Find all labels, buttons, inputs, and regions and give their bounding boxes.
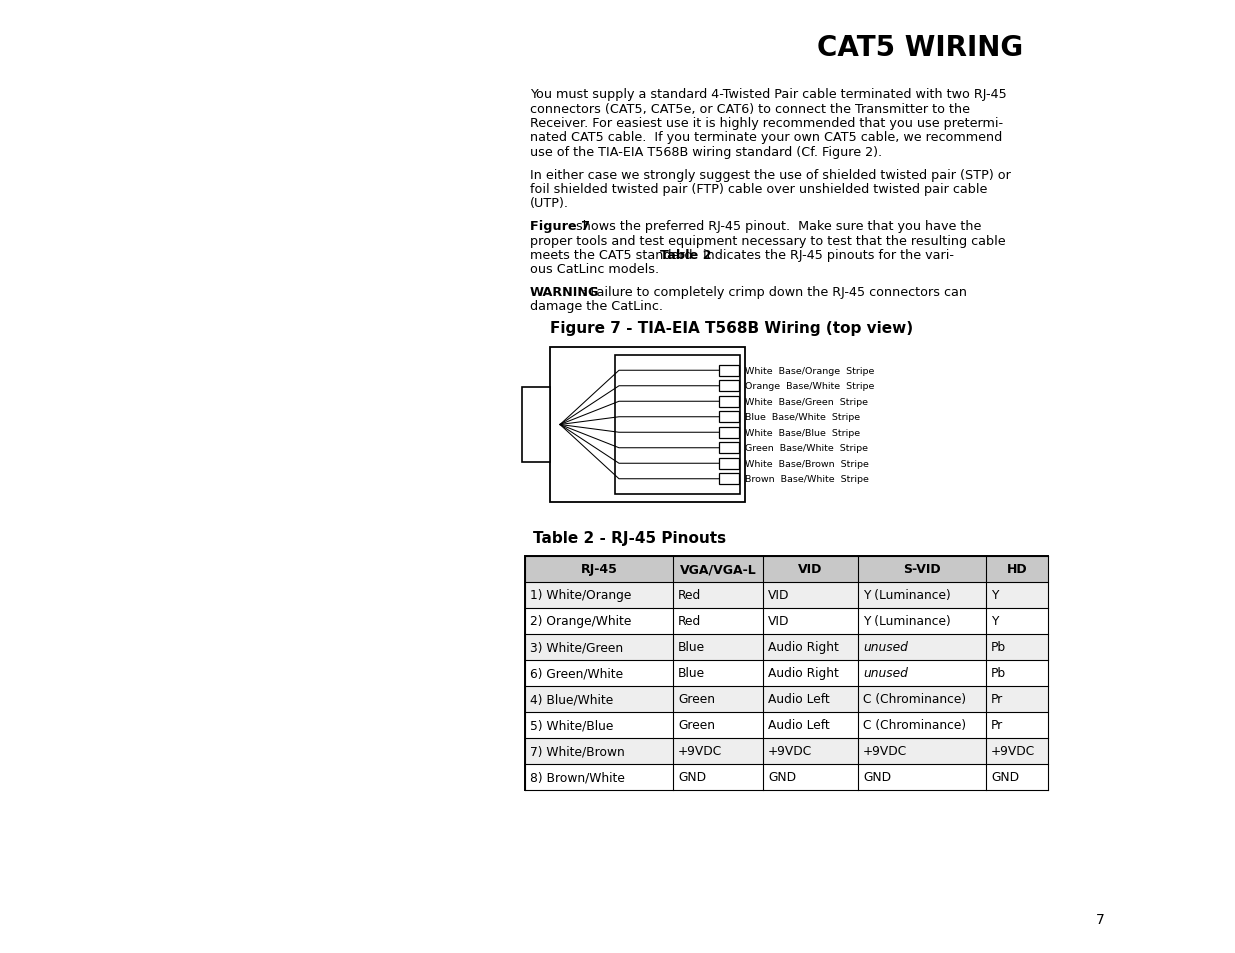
Text: 8) Brown/White: 8) Brown/White	[530, 771, 625, 783]
Text: indicates the RJ-45 pinouts for the vari-: indicates the RJ-45 pinouts for the vari…	[703, 249, 953, 262]
Text: connectors (CAT5, CAT5e, or CAT6) to connect the Transmitter to the: connectors (CAT5, CAT5e, or CAT6) to con…	[530, 102, 969, 115]
Text: Y (Luminance): Y (Luminance)	[863, 589, 951, 602]
Text: Audio Right: Audio Right	[768, 667, 839, 679]
Text: Y: Y	[990, 615, 998, 628]
Text: shows the preferred RJ-45 pinout.  Make sure that you have the: shows the preferred RJ-45 pinout. Make s…	[576, 220, 982, 233]
Text: Pb: Pb	[990, 640, 1007, 654]
Text: Blue: Blue	[678, 640, 705, 654]
Text: foil shielded twisted pair (FTP) cable over unshielded twisted pair cable: foil shielded twisted pair (FTP) cable o…	[530, 183, 987, 195]
Text: ous CatLinc models.: ous CatLinc models.	[530, 263, 659, 276]
Text: C (Chrominance): C (Chrominance)	[863, 693, 966, 706]
Text: GND: GND	[863, 771, 892, 783]
Text: Y: Y	[990, 589, 998, 602]
Text: +9VDC: +9VDC	[863, 744, 908, 758]
Bar	[719, 443, 739, 454]
Bar	[525, 764, 1049, 790]
Text: use of the TIA-EIA T568B wiring standard (Cf. Figure 2).: use of the TIA-EIA T568B wiring standard…	[530, 146, 882, 159]
Bar	[719, 412, 739, 423]
Text: You must supply a standard 4-Twisted Pair cable terminated with two RJ-45: You must supply a standard 4-Twisted Pai…	[530, 88, 1007, 101]
Text: GND: GND	[678, 771, 706, 783]
Text: C (Chrominance): C (Chrominance)	[863, 719, 966, 732]
Text: GND: GND	[768, 771, 797, 783]
Text: Receiver. For easiest use it is highly recommended that you use pretermi-: Receiver. For easiest use it is highly r…	[530, 117, 1003, 130]
Text: Green: Green	[678, 693, 715, 706]
Text: Y (Luminance): Y (Luminance)	[863, 615, 951, 628]
Text: White  Base/Brown  Stripe: White Base/Brown Stripe	[745, 459, 869, 468]
Text: 6) Green/White: 6) Green/White	[530, 667, 624, 679]
Bar	[719, 396, 739, 407]
Text: Green  Base/White  Stripe: Green Base/White Stripe	[745, 444, 868, 453]
Text: VID: VID	[768, 615, 789, 628]
Text: Figure 7 - TIA-EIA T568B Wiring (top view): Figure 7 - TIA-EIA T568B Wiring (top vie…	[550, 320, 913, 335]
Text: 4) Blue/White: 4) Blue/White	[530, 693, 614, 706]
Bar	[525, 635, 1049, 660]
Text: 2) Orange/White: 2) Orange/White	[530, 615, 631, 628]
Text: proper tools and test equipment necessary to test that the resulting cable: proper tools and test equipment necessar…	[530, 234, 1005, 247]
Bar	[550, 348, 745, 502]
Bar	[522, 388, 550, 462]
Text: White  Base/Green  Stripe: White Base/Green Stripe	[745, 397, 868, 406]
Bar	[719, 458, 739, 469]
Text: Pb: Pb	[990, 667, 1007, 679]
Text: White  Base/Orange  Stripe: White Base/Orange Stripe	[745, 366, 874, 375]
Text: Brown  Base/White  Stripe: Brown Base/White Stripe	[745, 475, 869, 484]
Text: Green: Green	[678, 719, 715, 732]
Text: GND: GND	[990, 771, 1019, 783]
Text: 5) White/Blue: 5) White/Blue	[530, 719, 614, 732]
Bar	[525, 557, 1049, 582]
Text: HD: HD	[1007, 563, 1028, 576]
Text: damage the CatLinc.: damage the CatLinc.	[530, 300, 663, 314]
Text: Pr: Pr	[990, 719, 1003, 732]
Text: meets the CAT5 standard.: meets the CAT5 standard.	[530, 249, 700, 262]
Bar	[719, 474, 739, 485]
Text: 1) White/Orange: 1) White/Orange	[530, 589, 631, 602]
Bar	[525, 582, 1049, 608]
Text: Figure 7: Figure 7	[530, 220, 590, 233]
Text: Audio Right: Audio Right	[768, 640, 839, 654]
Text: Table 2 - RJ-45 Pinouts: Table 2 - RJ-45 Pinouts	[534, 531, 726, 545]
Bar	[525, 686, 1049, 712]
Text: (UTP).: (UTP).	[530, 197, 569, 211]
Text: VID: VID	[798, 563, 823, 576]
Bar	[719, 381, 739, 392]
Text: +9VDC: +9VDC	[768, 744, 813, 758]
Bar	[719, 427, 739, 438]
Text: +9VDC: +9VDC	[990, 744, 1035, 758]
Text: WARNING: WARNING	[530, 286, 599, 298]
Text: nated CAT5 cable.  If you terminate your own CAT5 cable, we recommend: nated CAT5 cable. If you terminate your …	[530, 132, 1003, 144]
Bar	[525, 712, 1049, 739]
Text: Blue  Base/White  Stripe: Blue Base/White Stripe	[745, 413, 860, 422]
Text: unused: unused	[863, 667, 908, 679]
Bar	[615, 355, 740, 495]
Text: 7) White/Brown: 7) White/Brown	[530, 744, 625, 758]
Text: In either case we strongly suggest the use of shielded twisted pair (STP) or: In either case we strongly suggest the u…	[530, 169, 1011, 181]
Text: Orange  Base/White  Stripe: Orange Base/White Stripe	[745, 382, 874, 391]
Text: 3) White/Green: 3) White/Green	[530, 640, 624, 654]
Text: Red: Red	[678, 589, 701, 602]
Text: Audio Left: Audio Left	[768, 719, 830, 732]
Text: Pr: Pr	[990, 693, 1003, 706]
Text: Audio Left: Audio Left	[768, 693, 830, 706]
Text: White  Base/Blue  Stripe: White Base/Blue Stripe	[745, 428, 860, 437]
Text: unused: unused	[863, 640, 908, 654]
Text: VGA/VGA-L: VGA/VGA-L	[679, 563, 756, 576]
Text: Red: Red	[678, 615, 701, 628]
Text: VID: VID	[768, 589, 789, 602]
Text: RJ-45: RJ-45	[580, 563, 618, 576]
Bar	[719, 365, 739, 376]
Bar	[525, 608, 1049, 635]
Text: CAT5 WIRING: CAT5 WIRING	[816, 34, 1023, 62]
Text: Table 2: Table 2	[659, 249, 711, 262]
Text: : Failure to completely crimp down the RJ-45 connectors can: : Failure to completely crimp down the R…	[582, 286, 967, 298]
Text: Blue: Blue	[678, 667, 705, 679]
Bar	[525, 660, 1049, 686]
Bar	[525, 739, 1049, 764]
Text: +9VDC: +9VDC	[678, 744, 722, 758]
Text: S-VID: S-VID	[903, 563, 941, 576]
Bar	[525, 557, 1049, 790]
Text: 7: 7	[1095, 912, 1104, 926]
